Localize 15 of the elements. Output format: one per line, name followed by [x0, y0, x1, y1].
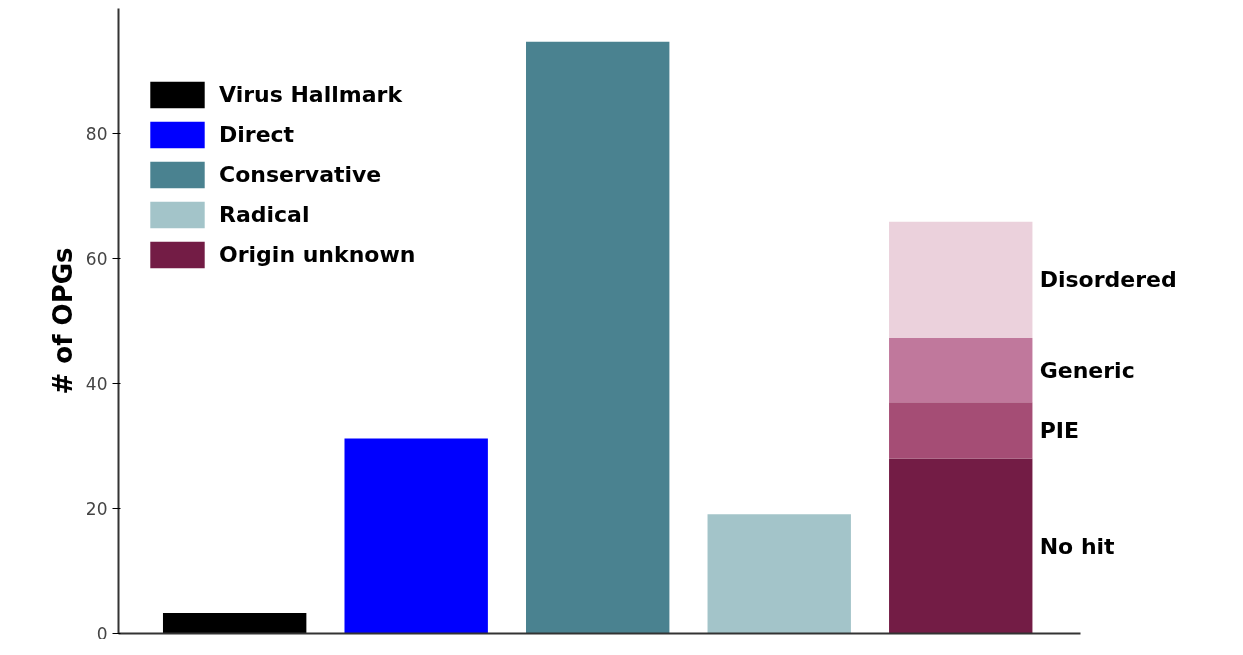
series-label: Generic [1039, 357, 1135, 383]
legend-label: Radical [219, 201, 310, 229]
series-label: No hit [1039, 533, 1116, 559]
legend-label: Conservative [219, 161, 382, 189]
y-axis-title: # of OPGs [47, 247, 78, 395]
annotation: Origin unknown [219, 241, 416, 269]
series-label: Disordered [1039, 267, 1177, 293]
y-tick-label: 0 [96, 623, 108, 644]
legend-label: Direct [219, 121, 295, 149]
series-label: PIE [1039, 417, 1080, 443]
y-tick-label: 40 [85, 374, 108, 394]
y-tick-label: 80 [85, 124, 108, 144]
y-tick-label: 20 [85, 499, 108, 519]
y-tick-label: 60 [85, 249, 108, 269]
legend-label: Virus Hallmark [219, 81, 403, 109]
